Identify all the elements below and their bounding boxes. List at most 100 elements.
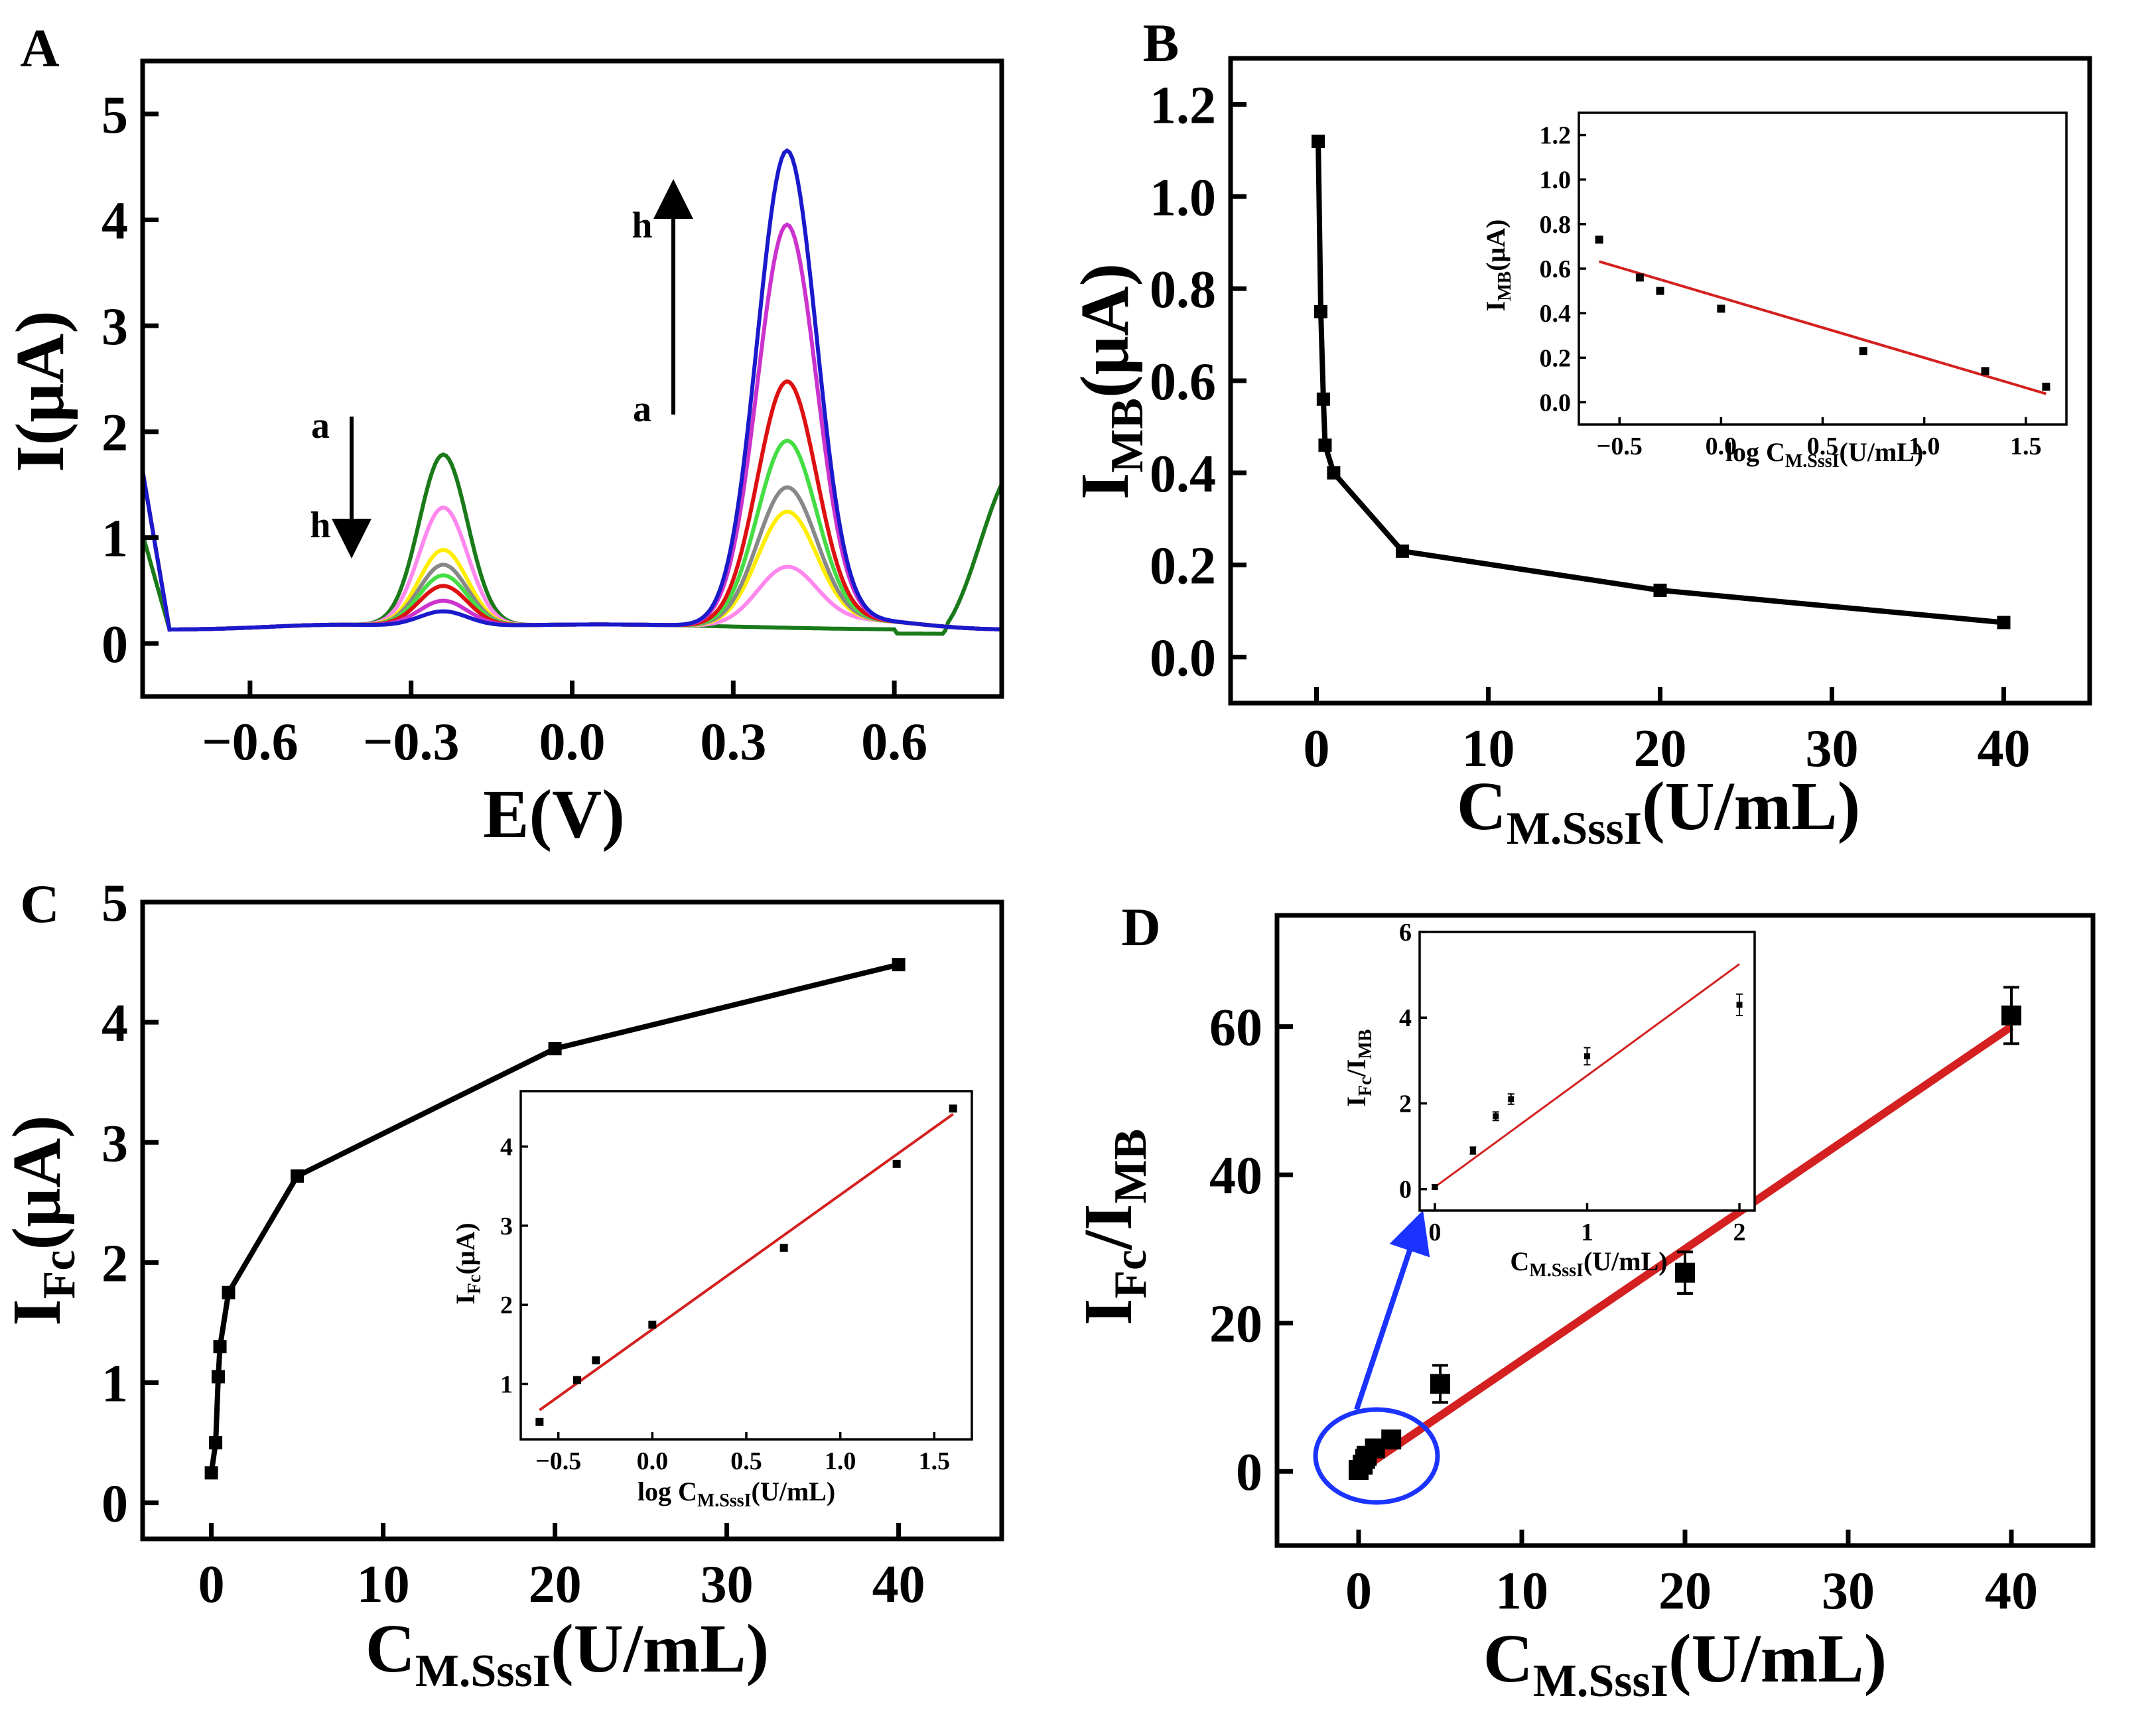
- axis-label-part: I: [450, 1294, 480, 1305]
- x-tick-label: 0.0: [539, 713, 606, 771]
- fit-line: [1356, 1023, 2014, 1475]
- panel-c: C0 10 20 30 40012345CM.SssI(U/mL)IFc(μA)−0.5…: [0, 874, 1004, 1697]
- inset-c: −0.5 0.0 0.5 1.0 1.5 1 2 3 4 log CM.SssI(U/mL) IFc…: [450, 1090, 973, 1511]
- inset-background: [1420, 932, 1755, 1211]
- axis-label-sub: Fc: [464, 1275, 485, 1295]
- y-tick-label: 0.4: [1540, 300, 1572, 328]
- axis-label-part: I: [0, 1299, 75, 1325]
- y-tick-label: 4: [1399, 1004, 1412, 1032]
- y-tick-label: 0: [1399, 1176, 1412, 1204]
- data-point: [1469, 1148, 1476, 1154]
- y-tick-label: 2: [1399, 1090, 1412, 1118]
- data-point: [1595, 235, 1603, 244]
- y-tick-label: 1.0: [1150, 168, 1216, 227]
- x-axis-label: CM.SssI(U/mL): [1457, 768, 1861, 854]
- axis-label-part: /I: [1070, 1204, 1146, 1251]
- y-tick-label: 20: [1209, 1295, 1262, 1354]
- data-point: [1981, 367, 1989, 375]
- inset-y-axis-label: IMB(μA): [1481, 220, 1515, 312]
- curve-f: [143, 379, 1002, 632]
- y-tick-label: 2: [101, 404, 128, 462]
- x-tick-label: 0: [1304, 720, 1330, 778]
- panel-letter-a: A: [20, 18, 59, 78]
- axis-label-part: (μA): [1481, 220, 1511, 271]
- axis-label-sub: M.SssI: [1529, 1260, 1583, 1281]
- axis-label-sub: Fc: [1355, 1077, 1376, 1096]
- axis-label-part: I: [1481, 301, 1511, 312]
- curve-h: [143, 148, 1002, 632]
- x-tick-label: 0: [1428, 1219, 1441, 1246]
- axis-label-sub: M.SssI: [1785, 451, 1840, 472]
- y-tick-label: 4: [500, 1134, 513, 1161]
- x-tick-label: 1.5: [2010, 432, 2042, 460]
- x-tick-label: 0.6: [861, 713, 927, 771]
- y-tick-label: 2: [500, 1291, 513, 1319]
- data-point: [1656, 287, 1664, 295]
- inset-d: 0 1 2 0 2 4 6 CM.SssI(U/mL) IFc/IMB: [1341, 919, 1756, 1281]
- inset-background: [521, 1091, 972, 1439]
- x-tick-label: 0.5: [730, 1447, 762, 1475]
- fit-line: [1434, 963, 1740, 1188]
- x-tick-label: −0.5: [1597, 432, 1643, 460]
- label-a-left: a: [311, 405, 330, 446]
- inset-y-axis-label: IFc/IMB: [1341, 1029, 1376, 1107]
- data-line: [1315, 141, 2004, 626]
- data-point: [1312, 134, 1325, 148]
- y-tick-label: 0.0: [1150, 629, 1216, 688]
- axis-label-sub: MB: [1495, 271, 1515, 301]
- y-tick-label: 1.2: [1540, 122, 1572, 150]
- plot-frame: [140, 899, 1004, 1542]
- data-point: [1318, 438, 1332, 452]
- axis-label-sub: M.SssI: [415, 1646, 551, 1697]
- x-tick-label: 20: [1634, 720, 1687, 778]
- data-point: [1736, 1002, 1743, 1008]
- label-h-left: h: [310, 505, 330, 546]
- data-point: [1997, 616, 2011, 629]
- data-point: [2042, 382, 2051, 391]
- y-tick-label: 3: [101, 298, 128, 356]
- fit-line: [539, 1112, 954, 1412]
- panel-letter-d: D: [1121, 897, 1160, 957]
- y-tick-label: 1: [101, 1355, 128, 1414]
- y-axis-label: IFc(μA): [0, 1115, 85, 1326]
- x-axis-label: CM.SssI(U/mL): [366, 1611, 770, 1697]
- x-tick-label: 20: [529, 1555, 582, 1614]
- x-axis-label: CM.SssI(U/mL): [1483, 1620, 1887, 1707]
- data-point: [648, 1320, 657, 1329]
- axis-label-part: C: [366, 1611, 415, 1687]
- x-tick-label: 1.0: [825, 1447, 856, 1475]
- y-tick-label: 0.2: [1540, 344, 1572, 372]
- y-tick-label: 40: [1209, 1147, 1262, 1205]
- y-axis-label: I(μA): [2, 310, 78, 472]
- label-a-right: a: [633, 389, 651, 430]
- inset-x-axis-label: CM.SssI(U/mL): [1510, 1246, 1667, 1281]
- data-point: [1381, 1429, 1402, 1450]
- inset-b: −0.5 0.0 0.5 1.0 1.5 0.0 0.2 0.4 0.6 0.8 1.0 1.2 log…: [1481, 111, 2068, 472]
- y-tick-label: 0.8: [1150, 261, 1216, 319]
- x-tick-label: 40: [1985, 1562, 2038, 1620]
- data-point: [535, 1417, 544, 1426]
- panel-letter-c: C: [20, 874, 59, 934]
- x-tick-label: 20: [1658, 1562, 1712, 1620]
- axis-label-part: log C: [638, 1477, 697, 1506]
- inset-x-axis-label: log CM.SssI(U/mL): [1725, 437, 1923, 472]
- data-point: [1653, 583, 1667, 597]
- data-point: [779, 1244, 788, 1252]
- y-tick-label: 0.4: [1150, 445, 1216, 503]
- panel-a: A −0.6 −0.3 0.0 0.3 0.6 0 1 2 3 4 5 E(V) I(μA) a h h a: [2, 18, 1004, 852]
- highlight-circle: [1313, 1407, 1440, 1505]
- data-point: [222, 1286, 236, 1299]
- x-tick-label: 10: [1462, 720, 1515, 778]
- data-point: [209, 1436, 223, 1450]
- x-tick-label: 1.0: [1909, 432, 1940, 460]
- x-tick-label: 10: [1495, 1562, 1548, 1620]
- x-tick-label: 0: [198, 1555, 225, 1614]
- y-tick-label: 6: [1399, 919, 1412, 947]
- x-tick-label: 40: [1978, 720, 2031, 778]
- inset-y-axis-label: IFc(μA): [450, 1222, 485, 1304]
- data-point: [1396, 544, 1409, 558]
- y-tick-label: 4: [101, 192, 128, 251]
- data-point: [204, 1466, 218, 1480]
- y-tick-label: 1: [500, 1370, 513, 1398]
